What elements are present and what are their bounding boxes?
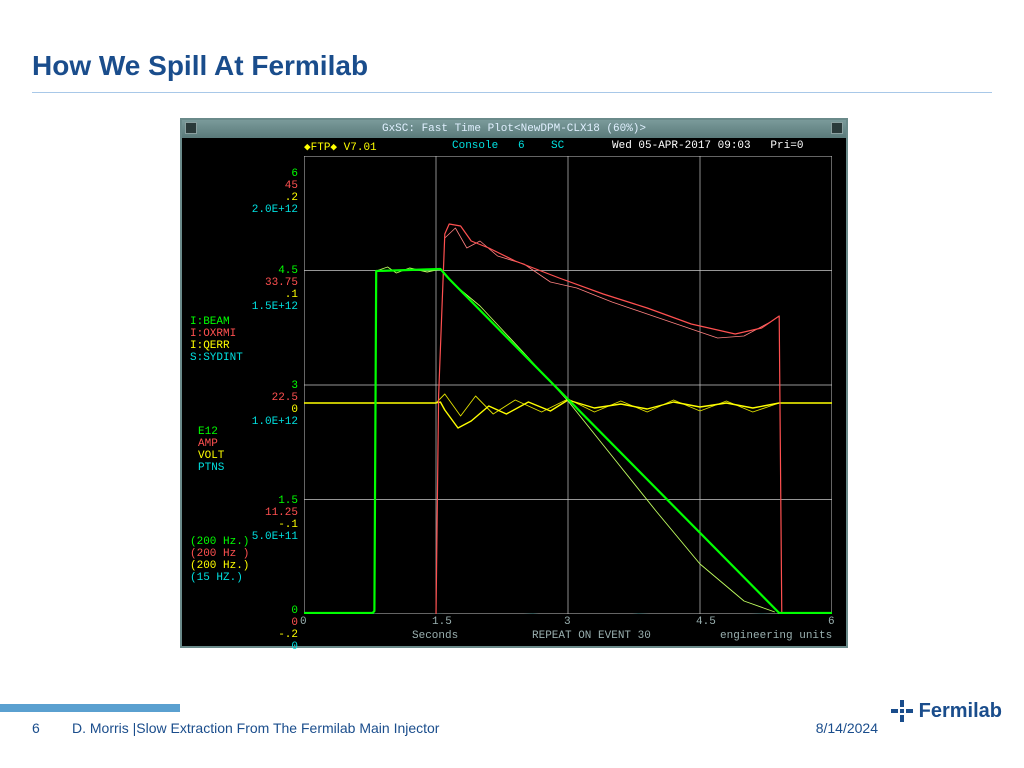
minimize-icon[interactable] — [185, 122, 197, 134]
plot-window: GxSC: Fast Time Plot<NewDPM-CLX18 (60%)>… — [180, 118, 848, 648]
fermilab-logo-text: Fermilab — [919, 700, 1002, 723]
y-tick-group: 00-.20 — [232, 605, 298, 653]
fermilab-logo: Fermilab — [890, 699, 1002, 723]
unit-legend: E12AMPVOLTPTNS — [198, 426, 224, 474]
fermilab-logo-icon — [890, 699, 914, 723]
y-tick-group: 322.501.0E+12 — [232, 380, 298, 428]
x-tick: 6 — [828, 616, 835, 628]
x-tick: 3 — [564, 616, 571, 628]
x-right-label: engineering units — [720, 630, 832, 642]
plot-titlebar-text: GxSC: Fast Time Plot<NewDPM-CLX18 (60%)> — [382, 123, 646, 135]
header-right: Wed 05-APR-2017 09:03 Pri=0 — [612, 140, 803, 152]
slide-title: How We Spill At Fermilab — [32, 50, 368, 82]
slide-date: 8/14/2024 — [816, 720, 878, 736]
x-tick: 0 — [300, 616, 307, 628]
author-line: D. Morris |Slow Extraction From The Ferm… — [72, 720, 439, 736]
signal-legend: I:BEAMI:OXRMII:QERRS:SYDINT — [190, 316, 243, 364]
title-rule — [32, 92, 992, 93]
y-tick-group: 645.22.0E+12 — [232, 168, 298, 216]
slide-footer: 6 D. Morris |Slow Extraction From The Fe… — [0, 704, 1024, 740]
header-mid: Console 6 SC — [452, 140, 564, 152]
chart-area — [304, 156, 832, 614]
header-left: ◆FTP◆ V7.01 — [304, 140, 377, 154]
freq-legend: (200 Hz.)(200 Hz )(200 Hz.)(15 HZ.) — [190, 536, 249, 584]
y-tick-group: 4.533.75.11.5E+12 — [232, 265, 298, 313]
x-label: Seconds — [412, 630, 458, 642]
x-tick: 1.5 — [432, 616, 452, 628]
x-mid-label: REPEAT ON EVENT 30 — [532, 630, 651, 642]
plot-titlebar: GxSC: Fast Time Plot<NewDPM-CLX18 (60%)> — [182, 120, 846, 138]
plot-body: ◆FTP◆ V7.01 Console 6 SC Wed 05-APR-2017… — [182, 138, 846, 646]
resize-icon[interactable] — [831, 122, 843, 134]
footer-accent-bar — [0, 704, 180, 712]
x-tick: 4.5 — [696, 616, 716, 628]
page-number: 6 — [32, 720, 40, 736]
